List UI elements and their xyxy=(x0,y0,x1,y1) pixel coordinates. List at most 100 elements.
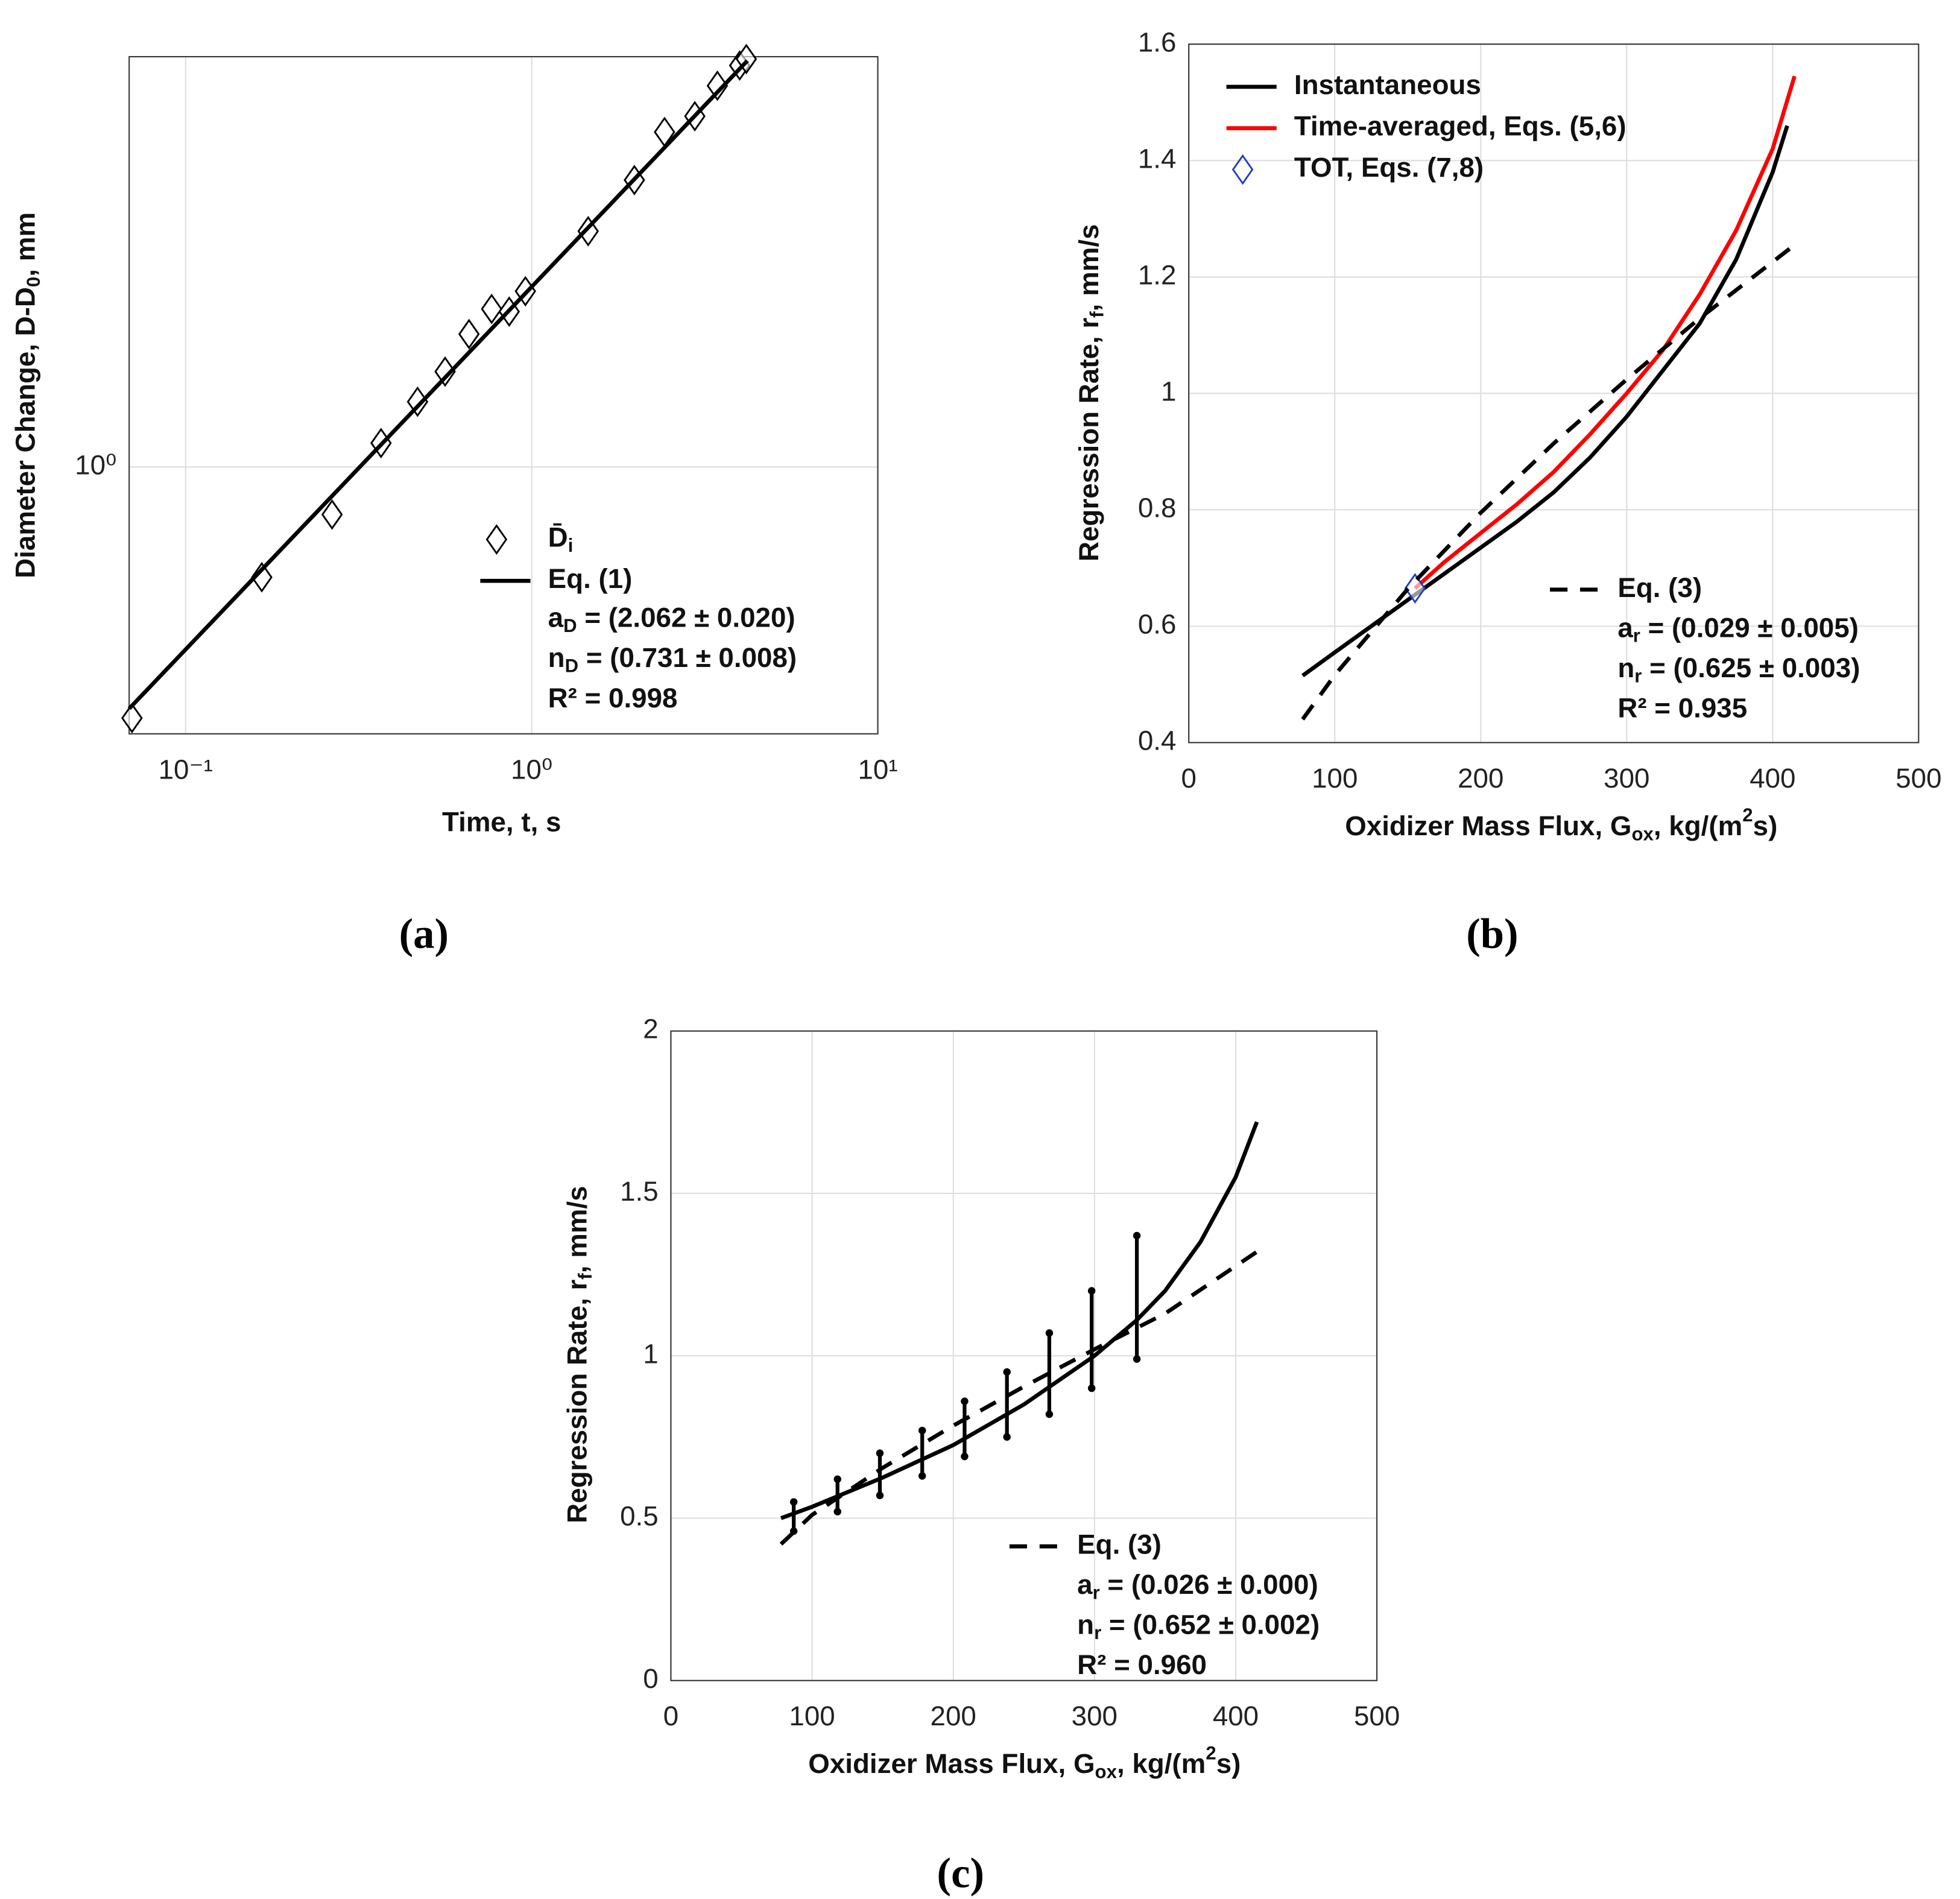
text-part: = (0.731 ± 0.008) xyxy=(578,642,797,673)
text-part: = (0.652 ± 0.002) xyxy=(1101,1609,1320,1640)
text-part: D̄ xyxy=(548,522,568,553)
x-tick-label: 500 xyxy=(1895,763,1941,794)
plot-frame xyxy=(670,1030,1378,1681)
text-part: Regression Rate, r xyxy=(562,1280,593,1523)
error-cap xyxy=(1133,1355,1141,1363)
annotation: aD = (2.062 ± 0.020) xyxy=(548,602,795,637)
error-cap xyxy=(1087,1287,1096,1295)
text-part: s) xyxy=(1753,810,1778,841)
error-cap xyxy=(876,1491,884,1500)
y-tick-label: 1.2 xyxy=(1138,259,1177,290)
y-axis-label: Regression Rate, rf, mm/s xyxy=(1073,224,1108,561)
y-tick-label: 0.4 xyxy=(1138,725,1177,756)
x-axis-label: Time, t, s xyxy=(442,807,561,838)
error-cap xyxy=(961,1397,969,1405)
x-axis-label: Oxidizer Mass Flux, Gox, kg/(m2s) xyxy=(1345,804,1777,844)
error-cap xyxy=(918,1472,926,1480)
legend-label: Eq. (3) xyxy=(1077,1529,1162,1559)
legend-label: Time-averaged, Eqs. (5,6) xyxy=(1294,111,1626,142)
marker xyxy=(577,216,599,247)
error-cap xyxy=(1003,1433,1011,1441)
x-tick-label: 400 xyxy=(1213,1701,1259,1731)
annotation: ar = (0.029 ± 0.005) xyxy=(1617,612,1859,646)
text-part: D xyxy=(563,615,577,636)
error-cap xyxy=(1045,1329,1054,1337)
text-part: a xyxy=(1077,1569,1093,1600)
annotation: R² = 0.998 xyxy=(548,683,678,713)
y-tick-label: 10⁰ xyxy=(75,449,116,480)
text-part: = (0.625 ± 0.003) xyxy=(1642,652,1860,683)
marker xyxy=(251,561,273,593)
x-tick-label: 10⁰ xyxy=(511,754,552,785)
y-tick-label: 0.5 xyxy=(620,1501,659,1532)
text-part: , kg/(m xyxy=(1654,810,1742,841)
x-tick-label: 300 xyxy=(1072,1701,1118,1731)
plot-frame xyxy=(1188,43,1920,744)
legend-label: Eq. (3) xyxy=(1617,572,1702,603)
x-tick-label: 0 xyxy=(1181,763,1196,794)
error-cap xyxy=(1045,1410,1054,1418)
error-cap xyxy=(789,1498,798,1506)
legend-label: D̄i xyxy=(548,522,574,557)
marker xyxy=(1404,573,1426,604)
y-axis-label: Diameter Change, D-D0, mm xyxy=(10,212,45,578)
error-cap xyxy=(918,1426,926,1435)
marker xyxy=(121,703,143,734)
x-tick-label: 500 xyxy=(1354,1701,1400,1731)
data-line xyxy=(780,1121,1259,1520)
text-part: s) xyxy=(1216,1748,1241,1779)
legend-label: TOT, Eqs. (7,8) xyxy=(1294,152,1484,183)
text-part: , kg/(m xyxy=(1117,1748,1206,1779)
y-tick-label: 0.8 xyxy=(1138,492,1177,523)
y-tick-label: 1.4 xyxy=(1138,143,1177,174)
text-part: f xyxy=(575,1273,596,1280)
y-tick-label: 1 xyxy=(643,1338,658,1369)
text-part: n xyxy=(1077,1609,1094,1640)
data-line xyxy=(1301,125,1789,678)
error-cap xyxy=(833,1475,841,1483)
marker xyxy=(458,318,480,350)
y-tick-label: 1.5 xyxy=(620,1176,659,1207)
marker xyxy=(434,356,456,387)
annotation: R² = 0.960 xyxy=(1077,1649,1207,1680)
text-part: ox xyxy=(1095,1762,1118,1783)
text-part: n xyxy=(548,642,565,673)
y-tick-label: 1.6 xyxy=(1138,27,1177,57)
panel-label: (c) xyxy=(937,1850,984,1897)
data-line xyxy=(1301,243,1796,721)
text-part: = (0.029 ± 0.005) xyxy=(1640,612,1859,643)
x-tick-label: 300 xyxy=(1604,763,1649,794)
y-tick-label: 2 xyxy=(643,1014,658,1044)
marker xyxy=(481,293,502,324)
y-tick-label: 0 xyxy=(643,1663,658,1694)
text-part: Regression Rate, r xyxy=(1073,318,1104,561)
text-part: D xyxy=(565,656,579,677)
marker xyxy=(321,499,343,530)
legend-marker xyxy=(1231,154,1254,185)
data-line xyxy=(1414,75,1797,590)
x-tick-label: 0 xyxy=(663,1701,678,1731)
error-cap xyxy=(833,1508,841,1515)
text-part: Diameter Change, D-D xyxy=(10,287,41,578)
text-part: , mm/s xyxy=(562,1186,593,1273)
text-part: r xyxy=(1093,1582,1100,1604)
text-part: f xyxy=(1087,311,1108,318)
marker xyxy=(706,70,729,101)
y-tick-label: 0.6 xyxy=(1138,608,1177,639)
text-part: a xyxy=(548,602,564,633)
text-part: i xyxy=(568,535,574,556)
y-axis-label: Regression Rate, rf, mm/s xyxy=(562,1186,596,1523)
text-part: = (2.062 ± 0.020) xyxy=(577,602,795,633)
error-cap xyxy=(1087,1384,1096,1392)
text-part: 2 xyxy=(1206,1743,1216,1764)
x-tick-label: 100 xyxy=(789,1701,835,1731)
panel-label: (a) xyxy=(399,911,449,958)
text-part: Oxidizer Mass Flux, G xyxy=(1345,810,1631,841)
text-part: n xyxy=(1617,652,1634,683)
text-part: , mm xyxy=(10,212,41,277)
text-part: r xyxy=(1633,625,1640,646)
error-cap xyxy=(1133,1231,1141,1240)
legend-label: Eq. (1) xyxy=(548,563,633,594)
